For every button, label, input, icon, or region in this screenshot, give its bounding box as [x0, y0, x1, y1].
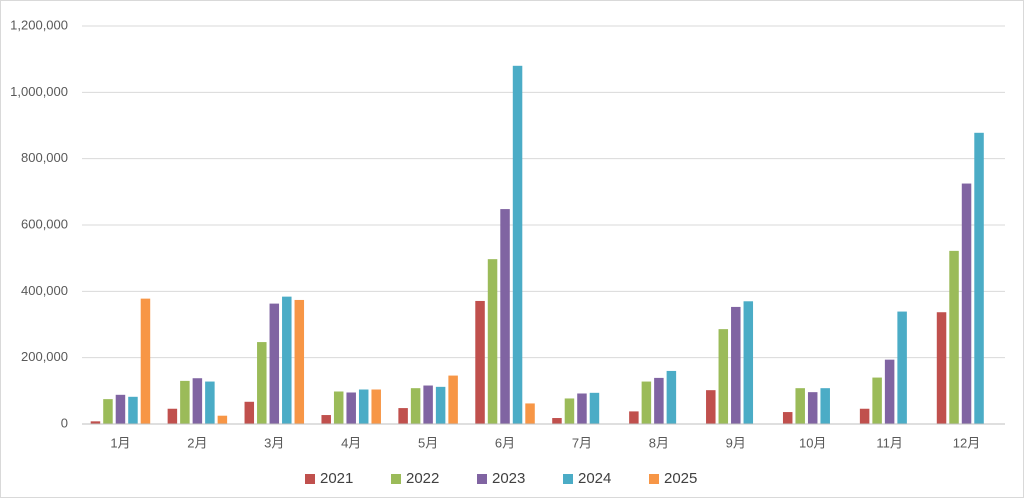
legend-label: 2023 — [492, 470, 525, 487]
bar — [577, 393, 587, 424]
bar — [358, 389, 369, 424]
bar — [371, 389, 381, 424]
bar — [257, 342, 267, 424]
x-tick-label: 11月 — [876, 435, 903, 450]
bar — [167, 408, 178, 424]
y-tick-label: 1,200,000 — [10, 17, 68, 32]
bar — [743, 301, 754, 424]
bar — [269, 303, 280, 424]
bar — [500, 209, 510, 424]
y-tick-label: 600,000 — [21, 216, 68, 231]
bar — [807, 392, 818, 424]
legend-label: 2024 — [578, 470, 611, 487]
bar — [718, 329, 729, 424]
bar — [487, 259, 498, 424]
bar — [475, 300, 485, 424]
y-tick-label: 1,000,000 — [10, 84, 68, 99]
y-tick-label: 400,000 — [21, 283, 68, 298]
bar — [294, 299, 305, 424]
legend-swatch — [477, 474, 487, 484]
legend-label: 2021 — [320, 470, 353, 487]
bar — [140, 298, 151, 424]
bar — [782, 412, 793, 424]
bar — [244, 401, 255, 424]
y-tick-label: 200,000 — [21, 349, 68, 364]
y-tick-label: 800,000 — [21, 150, 68, 165]
bar — [654, 377, 664, 424]
x-tick-label: 2月 — [187, 435, 207, 450]
legend-swatch — [563, 474, 573, 484]
bar — [192, 378, 203, 424]
bar — [872, 377, 882, 424]
x-tick-label: 12月 — [953, 435, 980, 450]
bar — [589, 392, 600, 424]
x-tick-label: 6月 — [495, 435, 515, 450]
legend-swatch — [305, 474, 315, 484]
x-tick-label: 5月 — [418, 435, 438, 450]
legend-label: 2025 — [664, 470, 697, 487]
y-tick-label: 0 — [61, 415, 68, 430]
bar — [180, 380, 190, 424]
bar — [346, 392, 356, 424]
x-tick-label: 3月 — [264, 435, 284, 450]
bar — [423, 385, 433, 424]
bar — [512, 65, 523, 425]
bar — [731, 306, 741, 424]
bar — [321, 415, 331, 424]
bar — [859, 408, 870, 424]
bar — [448, 375, 458, 424]
bar — [629, 411, 639, 424]
legend-swatch — [391, 474, 401, 484]
bar — [282, 296, 292, 424]
bar — [641, 381, 652, 424]
bar — [217, 415, 228, 424]
bar — [525, 403, 535, 424]
bar — [435, 386, 446, 424]
bar — [897, 311, 907, 424]
bar — [103, 399, 113, 424]
bar — [666, 370, 677, 424]
bar — [884, 359, 895, 424]
bar — [706, 390, 716, 424]
bar — [410, 388, 421, 424]
bar — [115, 394, 126, 424]
bar — [333, 391, 344, 424]
legend-swatch — [649, 474, 659, 484]
bar — [795, 388, 805, 424]
bar — [552, 418, 562, 424]
x-tick-label: 10月 — [799, 435, 826, 450]
bar — [205, 381, 215, 424]
x-tick-label: 9月 — [726, 435, 746, 450]
bar — [90, 421, 101, 424]
bar — [128, 396, 138, 424]
legend-label: 2022 — [406, 470, 439, 487]
bar — [564, 398, 575, 424]
bar — [820, 388, 830, 424]
x-tick-label: 7月 — [572, 435, 592, 450]
x-tick-label: 1月 — [110, 435, 130, 450]
bar — [936, 312, 947, 424]
bar — [974, 132, 984, 424]
bar — [949, 250, 959, 424]
x-tick-label: 8月 — [649, 435, 669, 450]
x-tick-label: 4月 — [341, 435, 361, 450]
bar — [961, 183, 972, 424]
bar — [398, 408, 408, 424]
